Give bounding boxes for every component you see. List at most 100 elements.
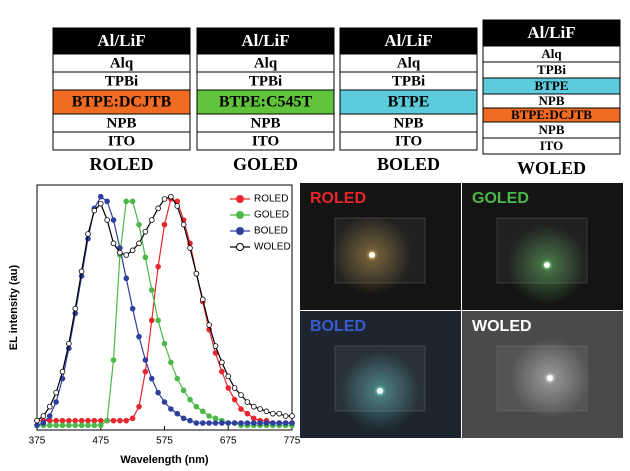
photo-label: GOLED [472,190,529,207]
data-point [123,417,130,424]
x-tick-label: 575 [156,436,173,447]
layer-label: BTPE:DCJTB [72,94,172,111]
data-point [104,198,110,205]
data-point [123,252,130,258]
data-point [289,420,295,426]
data-point [193,270,200,277]
data-point [46,422,53,429]
data-point [110,217,117,223]
layer-label: Al/LiF [527,23,575,42]
data-point [91,207,98,214]
data-point [110,357,117,363]
layer-label: Al/LiF [97,31,145,50]
data-point [174,410,181,417]
data-point [117,417,123,424]
layer-label: NPB [394,115,424,131]
layer-label: Alq [110,55,134,71]
x-tick-label: 475 [92,436,109,447]
data-point [66,422,72,429]
data-point [85,422,91,429]
y-axis-label: EL intensity (au) [8,264,20,350]
legend-label: GOLED [254,210,289,221]
data-point [180,415,187,422]
data-point [231,396,238,403]
data-point [97,200,104,207]
legend-marker [236,211,244,219]
photo-label: BOLED [310,318,366,335]
data-point [117,249,123,256]
data-point [72,417,79,424]
layer-label: TPBi [105,73,138,89]
data-point [136,403,142,410]
data-point [46,403,53,410]
data-point [238,420,244,426]
legend-marker [236,195,244,203]
data-point [123,198,130,205]
x-tick-label: 375 [29,436,46,447]
layer-label: Alq [397,55,421,71]
x-tick-label: 675 [220,436,237,447]
data-point [110,240,117,247]
data-point [72,422,79,429]
data-point [66,417,72,424]
data-point [85,417,91,424]
layer-label: ITO [395,133,422,149]
legend-marker [236,227,244,235]
layer-label: BTPE:DCJTB [511,107,592,122]
data-point [59,417,66,424]
data-point [180,221,187,228]
data-point [78,268,85,275]
data-point [199,296,206,303]
stack-layer [482,19,621,47]
layer-label: ITO [252,133,279,149]
data-point [282,420,289,426]
data-point [250,415,257,422]
data-point [53,389,59,396]
stack-layer [482,137,621,155]
data-point [78,422,85,429]
data-point [148,317,155,324]
data-point [257,406,263,412]
data-point [219,359,225,366]
data-point [270,410,276,417]
data-point [91,417,98,424]
data-point [231,385,238,391]
stack-layer [196,131,335,151]
layer-label: NPB [107,115,137,131]
photo-label: WOLED [472,318,532,335]
layer-label: TPBi [537,62,566,77]
data-point [59,422,66,429]
data-point [219,420,225,426]
data-point [212,343,219,349]
legend-label: ROLED [254,194,288,205]
data-point [66,340,72,347]
data-point [276,420,283,426]
legend-marker [236,243,244,251]
data-point [212,420,219,426]
data-point [263,408,270,415]
data-point [123,275,130,282]
data-point [129,198,136,205]
layer-label: BTPE [388,94,430,111]
stack-layer [52,27,191,55]
data-point [129,415,136,422]
layer-label: Al/LiF [384,31,432,50]
x-axis-label: Wavelength (nm) [120,454,209,466]
data-point [155,389,161,396]
stack-layer [339,131,478,151]
data-point [155,205,161,212]
data-point [142,254,149,261]
data-point [46,413,53,419]
data-point [225,373,232,380]
data-point [136,221,142,228]
data-point [129,247,136,254]
data-point [270,420,276,426]
data-point [97,417,104,424]
data-point [148,217,155,223]
data-point [219,368,225,375]
data-point [136,240,142,247]
layer-label: Alq [254,55,278,71]
data-point [97,193,104,200]
data-point [263,420,270,426]
